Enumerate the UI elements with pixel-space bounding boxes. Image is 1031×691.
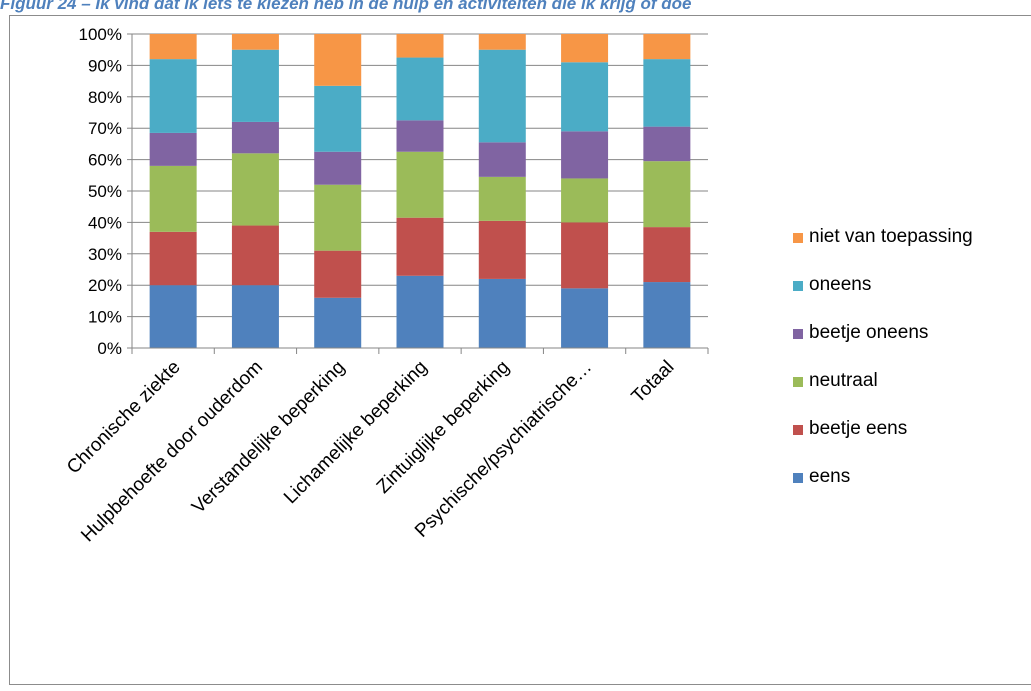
legend-swatch [793, 329, 803, 339]
legend-label: eens [809, 466, 851, 487]
bar-segment-neutraal [231, 153, 279, 226]
bar-segment-oneens [561, 62, 609, 132]
bar-segment-neutraal [478, 176, 526, 221]
stacked-bar-chart: 0%10%20%30%40%50%60%70%80%90%100% Chroni… [63, 25, 709, 546]
bar-segment-beetje-oneens [643, 126, 691, 162]
y-tick-label: 10% [88, 308, 122, 327]
bar-segment-beetje-eens [231, 225, 279, 286]
bar-segment-eens [643, 282, 691, 348]
bar-segment-beetje-eens [561, 222, 609, 289]
figure-caption: Figuur 24 – Ik vind dat ik iets te kieze… [0, 0, 692, 13]
bar-segment-beetje-oneens [314, 151, 362, 185]
bar-segment-beetje-oneens [149, 132, 197, 166]
bar-segment-niet-van-toepassing [396, 34, 444, 58]
legend-label: niet van toepassing [809, 226, 973, 247]
bar-segment-eens [231, 285, 279, 348]
y-tick-label: 60% [88, 151, 122, 170]
bar-segment-neutraal [149, 165, 197, 232]
legend-label: beetje oneens [809, 322, 929, 343]
bar-segment-eens [314, 297, 362, 348]
legend-label: beetje eens [809, 418, 908, 439]
bar-segment-neutraal [396, 151, 444, 218]
x-category-label: Totaal [628, 357, 679, 408]
y-tick-label: 20% [88, 276, 122, 295]
x-category-label: Verstandelijke beperking [188, 357, 349, 518]
bar-segment-oneens [643, 59, 691, 127]
y-tick-label: 30% [88, 245, 122, 264]
bar-segment-beetje-eens [643, 227, 691, 283]
bar-segment-beetje-eens [149, 231, 197, 286]
x-category-label: Lichamelijke beperking [280, 357, 432, 509]
bar-segment-neutraal [561, 178, 609, 223]
bar-segment-niet-van-toepassing [149, 34, 197, 60]
y-tick-label: 100% [79, 25, 122, 44]
legend-swatch [793, 281, 803, 291]
x-category-label: Psychische/psychiatrische… [411, 357, 596, 542]
bar-segment-niet-van-toepassing [231, 34, 279, 50]
bar-segment-eens [561, 288, 609, 348]
bar-segment-neutraal [643, 161, 691, 228]
bar-segment-eens [478, 278, 526, 348]
y-tick-label: 50% [88, 182, 122, 201]
y-tick-label: 80% [88, 88, 122, 107]
bar-segment-beetje-eens [396, 217, 444, 276]
x-category-label: Zintuiglijke beperking [373, 357, 514, 498]
y-tick-label: 0% [97, 339, 122, 358]
legend-label: oneens [809, 274, 872, 295]
legend-swatch [793, 473, 803, 483]
bar-segment-niet-van-toepassing [478, 34, 526, 50]
bar-segment-neutraal [314, 184, 362, 251]
bar-segment-beetje-oneens [231, 121, 279, 154]
bar-segment-eens [396, 275, 444, 348]
bar-segment-oneens [231, 49, 279, 122]
bar-segment-oneens [478, 49, 526, 143]
legend-swatch [793, 377, 803, 387]
bar-segment-niet-van-toepassing [561, 34, 609, 63]
bar-segment-beetje-eens [478, 220, 526, 279]
bar-segment-niet-van-toepassing [643, 34, 691, 60]
bar-segment-oneens [396, 57, 444, 121]
y-tick-label: 40% [88, 213, 122, 232]
bar-segment-beetje-eens [314, 250, 362, 298]
bar-segment-oneens [314, 85, 362, 152]
legend-label: neutraal [809, 370, 878, 391]
legend-swatch [793, 425, 803, 435]
bar-segment-beetje-oneens [396, 120, 444, 152]
chart-frame: 0% 10% 20% 30% 40% 50% 60% 70% 80% 90% 100% Chroni… [9, 15, 1031, 685]
bar-segment-niet-van-toepassing [314, 34, 362, 86]
bar-segment-eens [149, 285, 197, 348]
legend-swatch [793, 233, 803, 243]
bar-segment-beetje-oneens [478, 142, 526, 177]
bar-segment-oneens [149, 59, 197, 133]
y-tick-label: 90% [88, 56, 122, 75]
y-tick-label: 70% [88, 119, 122, 138]
bar-segment-beetje-oneens [561, 131, 609, 179]
